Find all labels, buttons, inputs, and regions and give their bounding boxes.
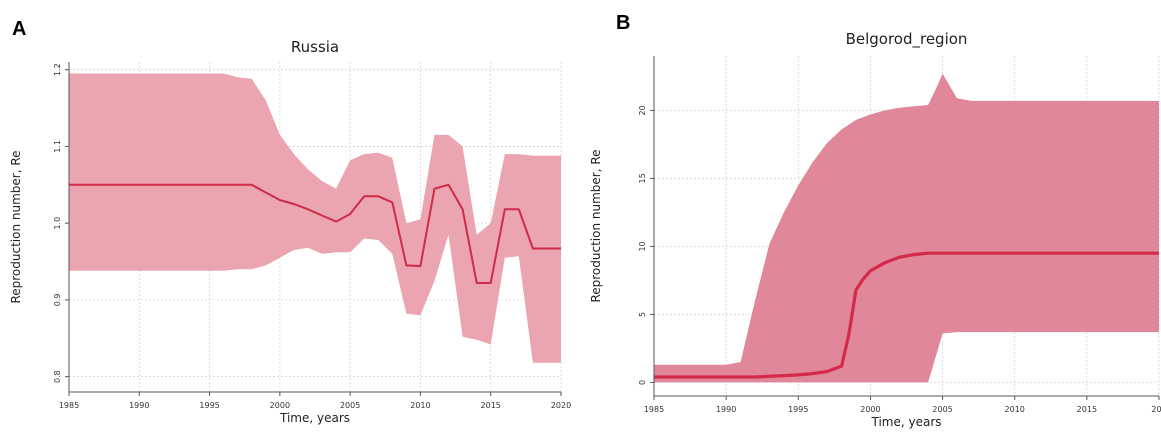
y-tick-label: 0.8 bbox=[53, 370, 62, 383]
x-tick-label: 202 bbox=[1151, 405, 1161, 414]
x-tick-label: 1995 bbox=[199, 401, 219, 410]
panel-letter-b: B bbox=[616, 12, 631, 34]
x-axis-title: Time, years bbox=[870, 415, 941, 429]
y-tick-label: 20 bbox=[638, 105, 647, 115]
y-axis-title: Reproduction number, Re bbox=[589, 149, 603, 302]
y-tick-label: 5 bbox=[638, 312, 647, 317]
x-tick-label: 1985 bbox=[644, 405, 664, 414]
x-tick-label: 2005 bbox=[932, 405, 952, 414]
x-tick-label: 2005 bbox=[340, 401, 360, 410]
y-tick-label: 0 bbox=[638, 380, 647, 385]
x-tick-label: 2000 bbox=[860, 405, 880, 414]
x-tick-label: 2000 bbox=[270, 401, 290, 410]
confidence-band bbox=[69, 73, 561, 363]
x-tick-label: 2015 bbox=[1077, 405, 1097, 414]
median-line bbox=[654, 251, 1159, 379]
y-tick-label: 1.0 bbox=[53, 217, 62, 230]
confidence-band bbox=[654, 73, 1159, 383]
chart-title: Belgorod_region bbox=[846, 30, 968, 49]
x-tick-label: 2020 bbox=[551, 401, 571, 410]
x-tick-label: 2015 bbox=[481, 401, 501, 410]
chart-panel-b: B 19851990199520002005201020152020510152… bbox=[580, 0, 1161, 435]
x-axis-title: Time, years bbox=[279, 411, 350, 425]
y-tick-label: 10 bbox=[638, 241, 647, 251]
x-tick-label: 2010 bbox=[410, 401, 430, 410]
chart-title: Russia bbox=[291, 38, 339, 56]
y-axis-title: Reproduction number, Re bbox=[9, 150, 23, 303]
x-tick-label: 1985 bbox=[59, 401, 79, 410]
chart-b-svg: 198519901995200020052010201520205101520B… bbox=[589, 30, 1161, 429]
median-line bbox=[69, 183, 561, 284]
y-tick-label: 1.1 bbox=[53, 140, 62, 153]
x-tick-label: 2010 bbox=[1005, 405, 1025, 414]
x-tick-label: 1990 bbox=[129, 401, 149, 410]
y-tick-label: 1.2 bbox=[53, 63, 62, 76]
chart-panel-a: A 1985 1990 1995 2000 2005 2010 2015 2020 0.8 0.9… bbox=[0, 0, 580, 435]
x-tick-label: 1995 bbox=[788, 405, 808, 414]
x-tick-label: 1990 bbox=[716, 405, 736, 414]
chart-a-svg: 1985 1990 1995 2000 2005 2010 2015 2020 0.8 0.9 1.… bbox=[9, 38, 571, 425]
y-tick-label: 15 bbox=[638, 173, 647, 183]
y-tick-label: 0.9 bbox=[53, 294, 62, 307]
panel-letter-a: A bbox=[12, 18, 27, 40]
